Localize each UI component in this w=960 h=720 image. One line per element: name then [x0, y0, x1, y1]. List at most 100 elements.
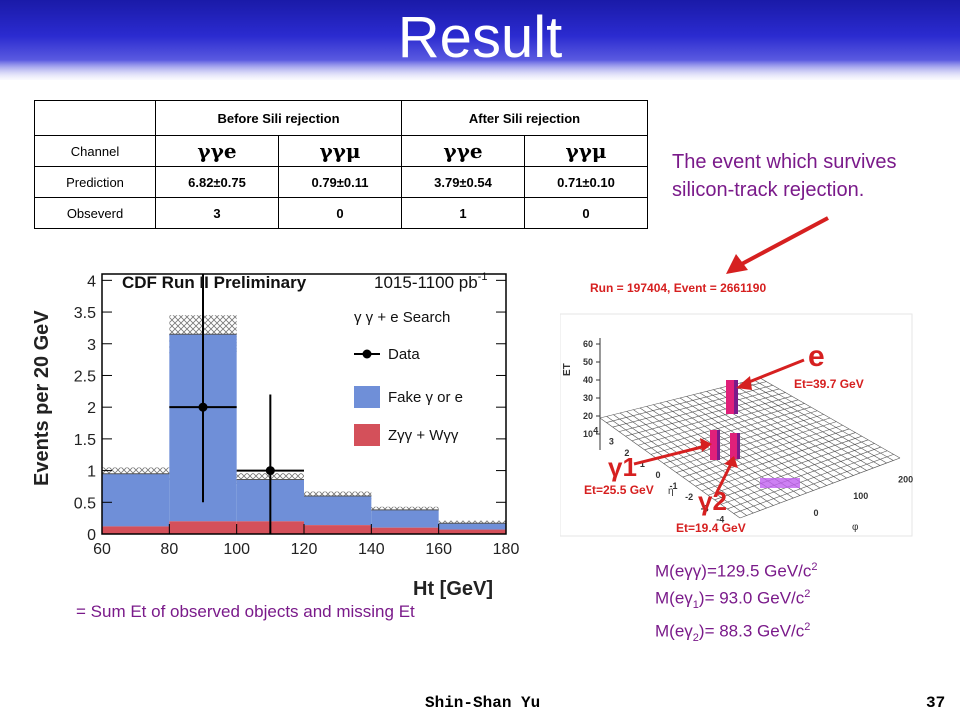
data-point: [265, 466, 275, 476]
data-point: [198, 402, 208, 412]
electron-et-label: Et=39.7 GeV: [794, 377, 864, 391]
x-tick-label: 140: [358, 541, 385, 558]
grid-line: [612, 384, 773, 428]
photon1-symbol-text: γ1: [608, 452, 637, 482]
x-tick-label: 100: [223, 541, 250, 558]
event-caption-line: silicon-track rejection.: [672, 179, 865, 201]
luminosity-exponent: -1: [478, 271, 488, 283]
y-axis-label: Events per 20 GeV: [31, 310, 53, 486]
chart-marks: [102, 274, 506, 534]
eta-tick-label: -2: [685, 492, 693, 502]
legend-data-marker: [362, 349, 372, 359]
bar-zgg-wgg: [304, 525, 372, 534]
et-tick-label: 10: [583, 429, 593, 439]
table-cell: 6.82±0.75: [155, 166, 279, 198]
y-tick-label: 2: [87, 400, 96, 417]
y-tick-label: 1.5: [74, 432, 96, 449]
grid-line: [708, 439, 869, 496]
mass-line: M(eγ1)= 93.0 GeV/c2: [655, 583, 818, 616]
et-tick-label: 40: [583, 375, 593, 385]
bar-fake-background: [438, 523, 506, 530]
slide-title: Result: [397, 5, 563, 70]
table-row-label: Prediction: [34, 166, 156, 198]
photon2-et-label: Et=19.4 GeV: [676, 521, 746, 535]
mass-value: )=129.5 GeV/c: [701, 561, 812, 581]
grid-line: [650, 406, 811, 455]
legend-swatch: [354, 386, 380, 408]
mass-line: M(eγγ)=129.5 GeV/c2: [655, 556, 818, 583]
et-tick-label: 20: [583, 411, 593, 421]
bar-zgg-wgg: [169, 521, 237, 534]
table-corner-cell: [34, 100, 156, 136]
y-tick-label: 4: [87, 273, 96, 290]
eta-axis-label: η: [668, 486, 674, 497]
mass-unit-exponent: 2: [804, 587, 811, 600]
photon1-symbol: γ1: [608, 452, 637, 482]
table-header-row: Before Sili rejection After Sili rejecti…: [34, 100, 648, 136]
y-tick-label: 1: [87, 464, 96, 481]
grid-line: [714, 443, 875, 501]
table-channel-cell: γγμ: [524, 135, 648, 167]
mass-prefix: M(e: [655, 561, 685, 581]
run-event-label: Run = 197404, Event = 2661190: [590, 281, 766, 295]
mass-subscript: 1: [692, 598, 699, 611]
grid-line: [695, 432, 856, 487]
photon2-tower: [730, 433, 737, 459]
grid-line: [688, 428, 850, 482]
mass-symbol: γ: [684, 621, 693, 641]
table-channel-cell: γγe: [401, 135, 525, 167]
grid-line: [644, 403, 805, 451]
photon2-arrowhead: [724, 456, 738, 468]
chart-axes: 0 0.5 1 1.5 2 2.5 3 3.5 4 60 80 100 120 140 160 180: [74, 273, 520, 558]
electron-symbol: e: [808, 340, 825, 373]
et-tick-label: 50: [583, 357, 593, 367]
table-group-header: Before Sili rejection: [155, 100, 402, 136]
mass-unit-exponent: 2: [811, 561, 818, 573]
photon1-arrow: [633, 444, 707, 466]
luminosity-text: 1015-1100 pb: [374, 273, 478, 292]
eta-tick-label: -3: [701, 503, 709, 513]
eta-tick-label: 0: [655, 470, 660, 480]
eta-tick-label: -1: [670, 481, 678, 491]
bar-fake-background: [102, 473, 170, 527]
table-cell: 0: [278, 197, 402, 229]
table-row-label: Obseverd: [34, 197, 156, 229]
table-cell: 3: [155, 197, 279, 229]
grid-line: [720, 446, 882, 505]
et-axis-ticks: 60 50 40 30 20 10: [583, 339, 600, 439]
mass-prefix: M(e: [655, 588, 685, 608]
bar-fake-background: [304, 495, 372, 526]
mass-prefix: M(e: [655, 621, 685, 641]
grid-line: [701, 435, 862, 492]
legend-swatch: [354, 424, 380, 446]
grid-line: [739, 457, 901, 519]
chart-legend: γ γ + e Search Data Fake γ or e Zγγ + Wγγ: [354, 309, 463, 446]
y-tick-label: 3: [87, 337, 96, 354]
caption-arrow: [737, 216, 829, 268]
eta-tick-label: 1: [640, 459, 645, 469]
table-row-label: Channel: [34, 135, 156, 167]
x-tick-label: 120: [291, 541, 318, 558]
table-row: Obseverd 3 0 1 0: [34, 197, 648, 229]
photon1-arrowhead: [700, 438, 712, 452]
ht-histogram: 0 0.5 1 1.5 2 2.5 3 3.5 4 60 80 100 120 140 160 180 CDF…: [31, 271, 520, 558]
bar-zgg-wgg: [102, 526, 170, 534]
legend-label: Data: [388, 346, 420, 363]
table-cell: 1: [401, 197, 525, 229]
legend-title: γ γ + e Search: [354, 309, 450, 326]
eta-tick-label: 4: [593, 426, 598, 436]
eta-tick-label: 2: [624, 448, 629, 458]
page-number: 37: [926, 694, 946, 712]
event-caption: The event which survives silicon-track r…: [672, 148, 897, 204]
phi-tick-label: 100: [853, 491, 868, 501]
table-row: Prediction 6.82±0.75 0.79±0.11 3.79±0.54…: [34, 166, 648, 198]
table-channel-cell: γγe: [155, 135, 279, 167]
mass-value: )= 88.3 GeV/c: [698, 621, 805, 641]
invariant-masses: M(eγγ)=129.5 GeV/c2 M(eγ1)= 93.0 GeV/c2 …: [655, 556, 818, 649]
et-axis-label: ET: [562, 363, 573, 376]
photon1-tower-side: [717, 430, 720, 460]
mass-subscript: 2: [692, 631, 699, 644]
table-cell: 0.79±0.11: [278, 166, 402, 198]
x-tick-label: 60: [93, 541, 111, 558]
grid-line: [733, 454, 894, 514]
